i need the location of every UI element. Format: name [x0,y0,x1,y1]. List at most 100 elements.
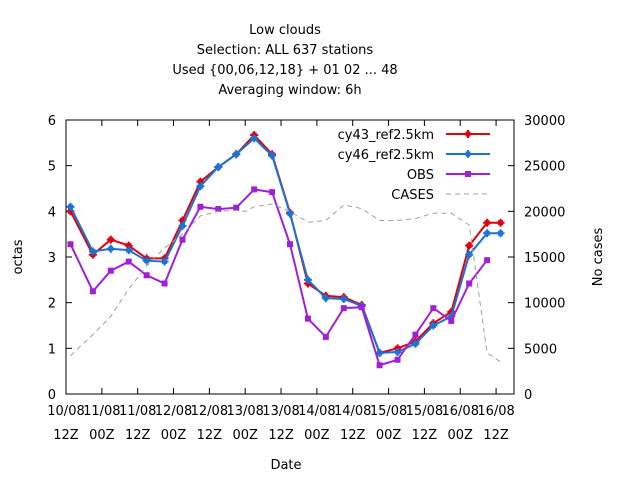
x-tick-label-hour: 00Z [89,428,115,443]
data-point [143,272,150,279]
x-tick-label-hour: 12Z [483,428,509,443]
data-point [376,362,383,369]
x-tick-label-date: 15/08 [370,404,407,419]
legend-label: cy43_ref2.5km [338,128,434,143]
data-point [124,246,133,255]
y2-tick-label: 0 [524,388,532,403]
x-tick-label-date: 16/08 [477,404,514,419]
legend-label: CASES [391,188,434,203]
legend: cy43_ref2.5km cy46_ref2.5km OBS CASES [338,128,490,203]
x-tick-label-date: 11/08 [119,404,156,419]
legend-marker [464,150,472,158]
x-tick-label-hour: 12Z [125,428,151,443]
plot-area [65,119,515,395]
x-tick-label-hour: 12Z [268,428,294,443]
x-tick-label-date: 15/08 [406,404,443,419]
data-point [287,241,293,248]
y-tick-label: 0 [48,388,56,403]
x-tick-label-hour: 12Z [412,428,438,443]
data-point [465,241,474,250]
data-point [196,182,205,191]
y-tick-label: 1 [48,342,56,357]
data-point [412,331,419,338]
data-point [161,280,168,287]
series-line-cy43-ref2-5km [69,133,501,355]
data-point [106,235,115,244]
x-tick-label-date: 13/08 [262,404,299,419]
data-point [269,189,276,196]
x-tick-label-hour: 12Z [53,428,79,443]
x-tick-label-hour: 12Z [197,428,223,443]
data-point [411,339,420,348]
data-point [496,229,505,238]
x-axis: 10/08 12Z 11/08 00Z 11/08 12Z 12/08 00Z 12/08 12Z… [47,120,515,443]
x-tick-label-hour: 00Z [376,428,402,443]
y2-tick-label: 15000 [524,251,565,266]
data-point [232,150,241,159]
data-point [179,236,186,243]
data-point [125,258,132,265]
legend-label: OBS [407,168,434,183]
y-axis: 0 1 2 3 4 5 6 [48,114,72,403]
y2-tick-label: 20000 [524,205,565,220]
y-tick-label: 6 [48,114,56,129]
y-tick-label: 5 [48,160,56,175]
data-point [322,333,329,340]
x-axis-label: Date [270,458,301,473]
data-point [304,315,311,322]
data-point [340,305,347,312]
plot-border [65,119,515,395]
series-line-cases [70,203,501,363]
data-point [88,247,97,256]
legend-label: cy46_ref2.5km [338,148,434,163]
title-line-2: Selection: ALL 637 stations [197,43,374,58]
x-tick-label-hour: 00Z [161,428,187,443]
data-point [303,275,312,284]
data-point [448,317,455,324]
data-point [483,229,492,238]
data-point [142,256,151,265]
x-tick-label-date: 14/08 [298,404,335,419]
data-point [214,163,223,172]
data-point [233,204,240,211]
data-point [430,305,437,312]
x-tick-label-date: 12/08 [191,404,228,419]
data-point [66,202,75,211]
data-point [215,206,222,213]
data-point [321,294,330,303]
x-tick-label-hour: 00Z [232,428,258,443]
y-tick-label: 2 [48,297,56,312]
y2-axis-label: No cases [591,228,606,287]
data-point [178,221,187,230]
data-point [393,347,402,356]
data-point [197,203,204,210]
y2-tick-label: 10000 [524,297,565,312]
y2-tick-label: 30000 [524,114,565,129]
series-layer [66,131,505,369]
data-point [483,218,492,227]
legend-marker [465,171,471,177]
y-tick-label: 4 [48,205,56,220]
x-tick-label-date: 12/08 [155,404,192,419]
y-tick-label: 3 [48,251,56,266]
y2-axis: 0 5000 10000 15000 20000 25000 30000 [508,114,565,403]
x-tick-label-hour: 00Z [448,428,474,443]
data-point [429,321,438,330]
data-point [465,250,474,259]
data-point [268,151,277,160]
title-line-3: Used {00,06,12,18} + 01 02 ... 48 [172,63,397,78]
x-tick-label-date: 13/08 [226,404,263,419]
y-axis-label: octas [11,239,26,274]
data-point [358,304,365,311]
data-point [251,186,258,193]
x-tick-label-hour: 00Z [304,428,330,443]
legend-marker [464,130,472,138]
title-line-1: Low clouds [249,23,321,38]
x-tick-label-date: 16/08 [442,404,479,419]
data-point [466,280,473,287]
data-point [484,257,491,264]
data-point [394,356,401,363]
x-tick-label-date: 14/08 [334,404,371,419]
data-point [339,295,348,304]
data-point [160,257,169,266]
